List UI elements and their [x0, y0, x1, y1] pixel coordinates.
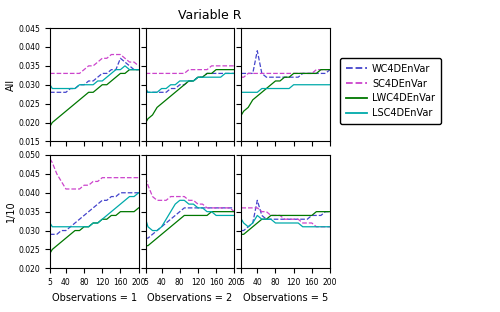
Text: Variable R: Variable R — [178, 9, 242, 22]
X-axis label: Observations = 2: Observations = 2 — [148, 293, 232, 303]
X-axis label: Observations = 1: Observations = 1 — [52, 293, 137, 303]
Y-axis label: All: All — [6, 79, 16, 91]
Y-axis label: 1/10: 1/10 — [6, 201, 16, 222]
X-axis label: Observations = 5: Observations = 5 — [243, 293, 328, 303]
Legend: WC4DEnVar, SC4DEnVar, LWC4DEnVar, LSC4DEnVar: WC4DEnVar, SC4DEnVar, LWC4DEnVar, LSC4DE… — [340, 58, 441, 124]
